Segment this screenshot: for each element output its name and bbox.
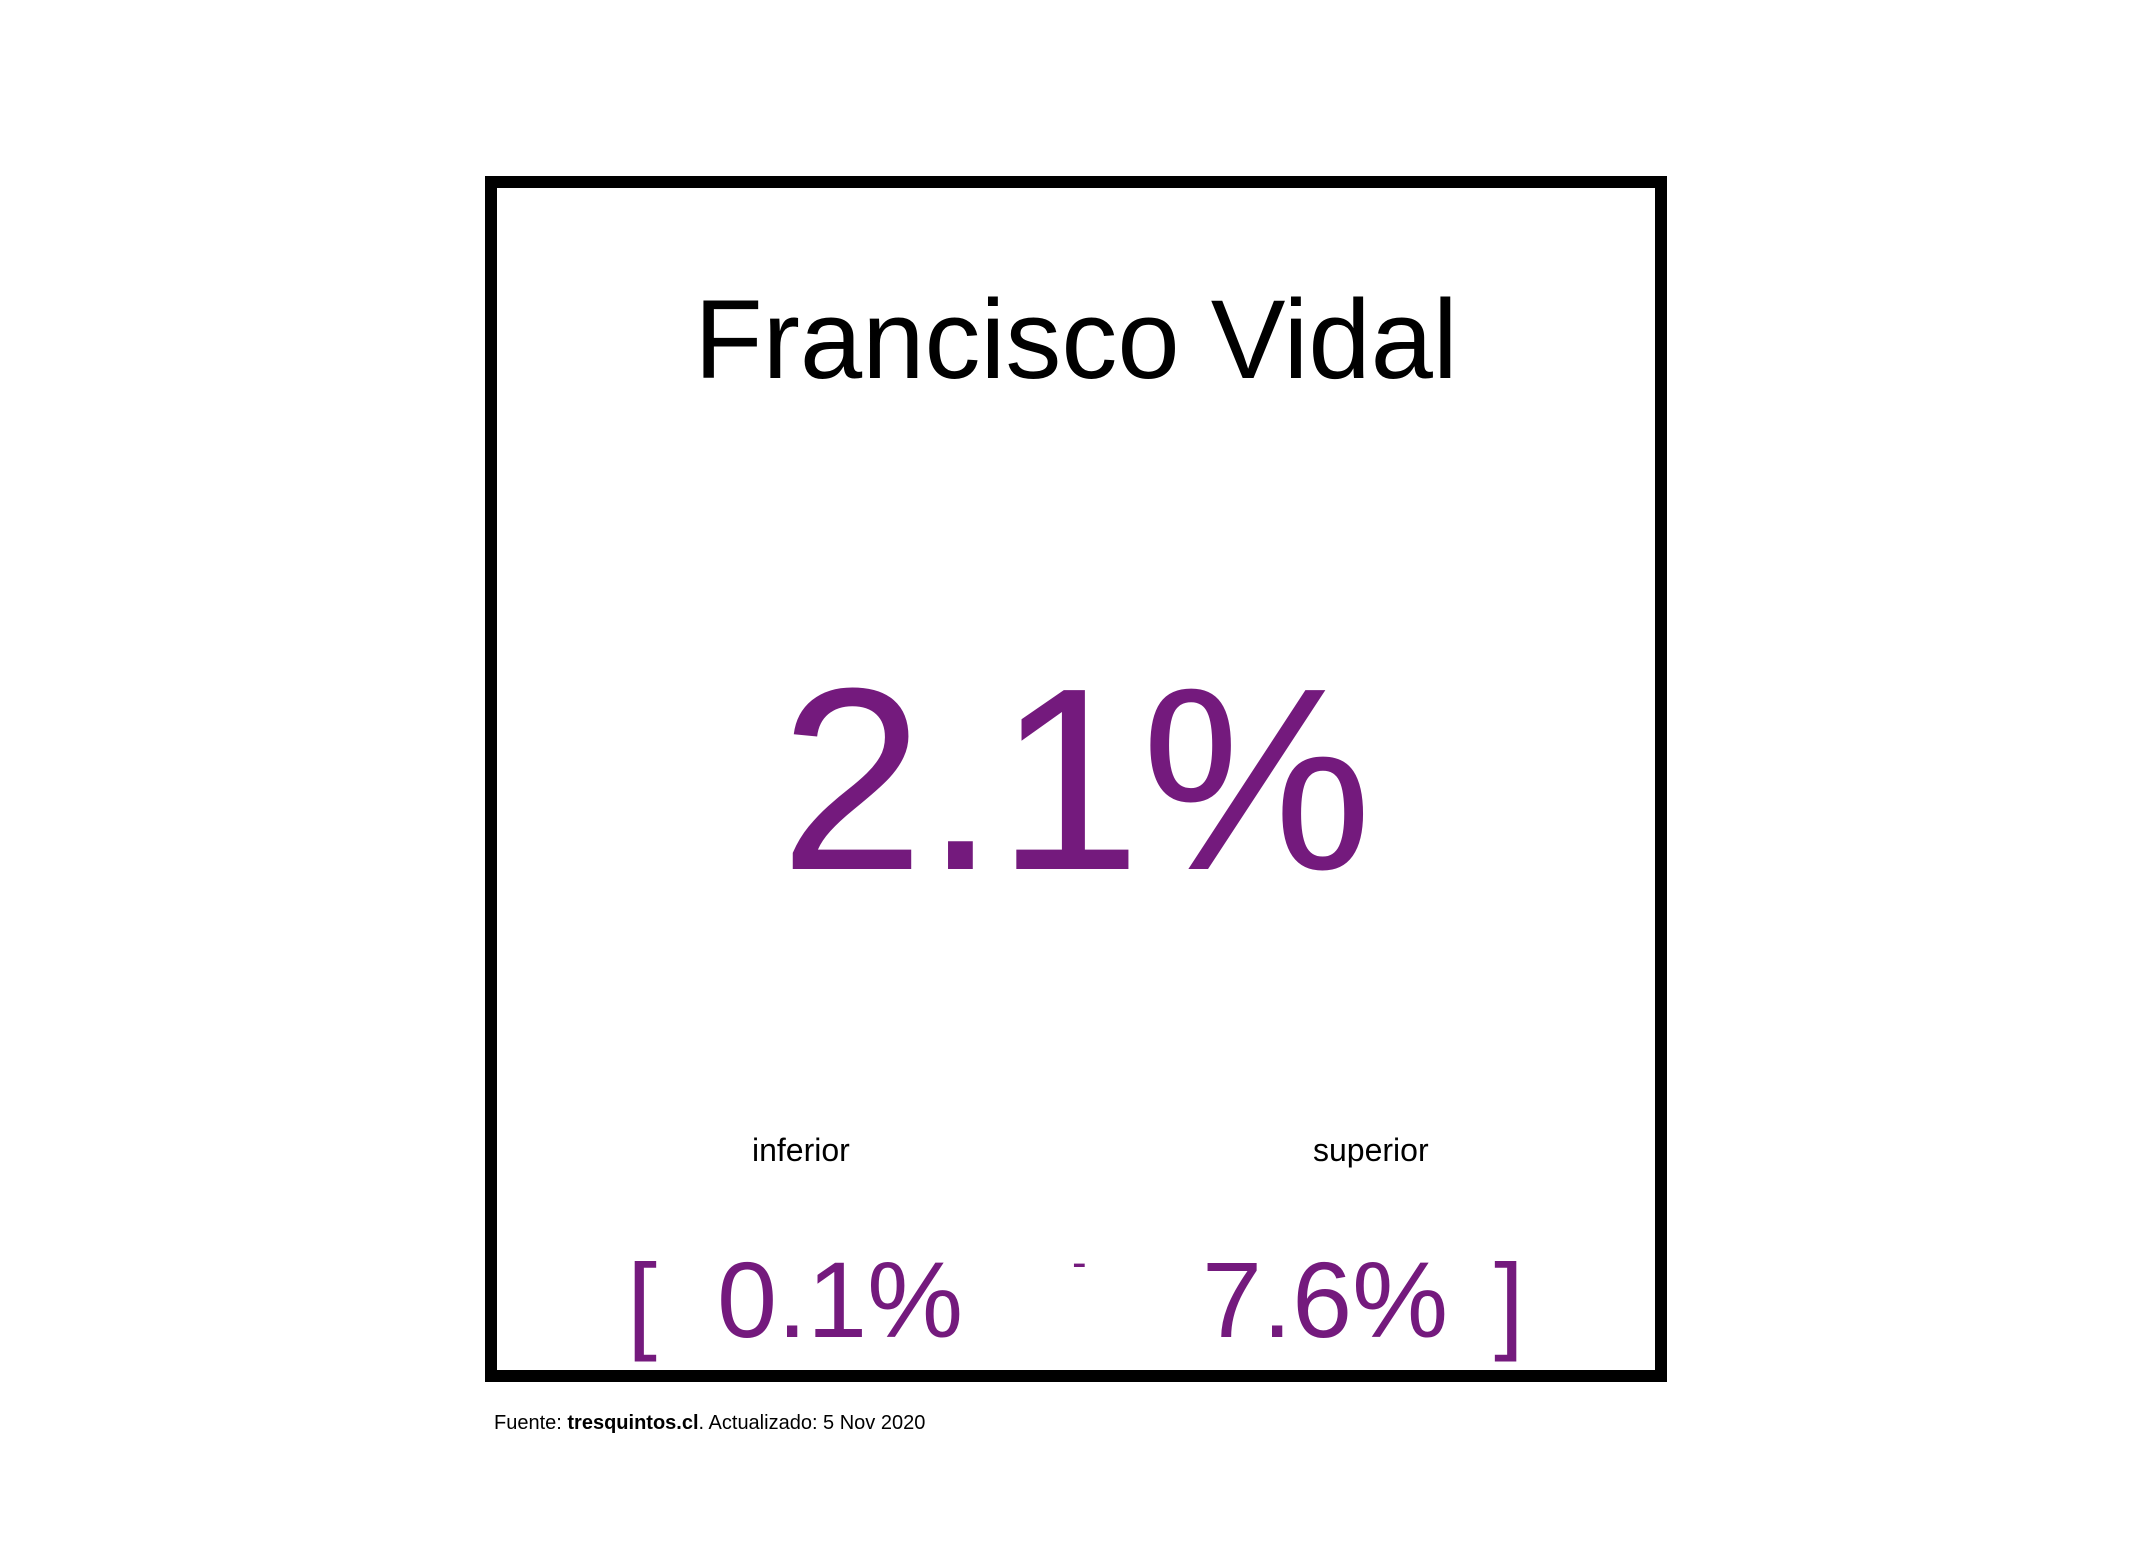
upper-bound-value: 7.6%: [1202, 1239, 1449, 1360]
footer-source: tresquintos.cl: [567, 1412, 699, 1434]
candidate-name: Francisco Vidal: [694, 277, 1458, 402]
estimate-card: Francisco Vidal 2.1% inferior superior […: [485, 176, 1667, 1382]
lower-bound-value: 0.1%: [717, 1239, 964, 1360]
lower-bound-label: inferior: [752, 1132, 850, 1168]
range-bracket-open: [: [627, 1241, 658, 1362]
main-estimate-value: 2.1%: [779, 635, 1373, 925]
range-separator: -: [1072, 1238, 1087, 1287]
footer-suffix: . Actualizado: 5 Nov 2020: [698, 1412, 926, 1434]
footer-prefix: Fuente:: [494, 1412, 568, 1434]
source-footer: Fuente: tresquintos.cl. Actualizado: 5 N…: [494, 1413, 925, 1433]
upper-bound-label: superior: [1313, 1132, 1429, 1168]
range-bracket-close: ]: [1494, 1241, 1525, 1362]
